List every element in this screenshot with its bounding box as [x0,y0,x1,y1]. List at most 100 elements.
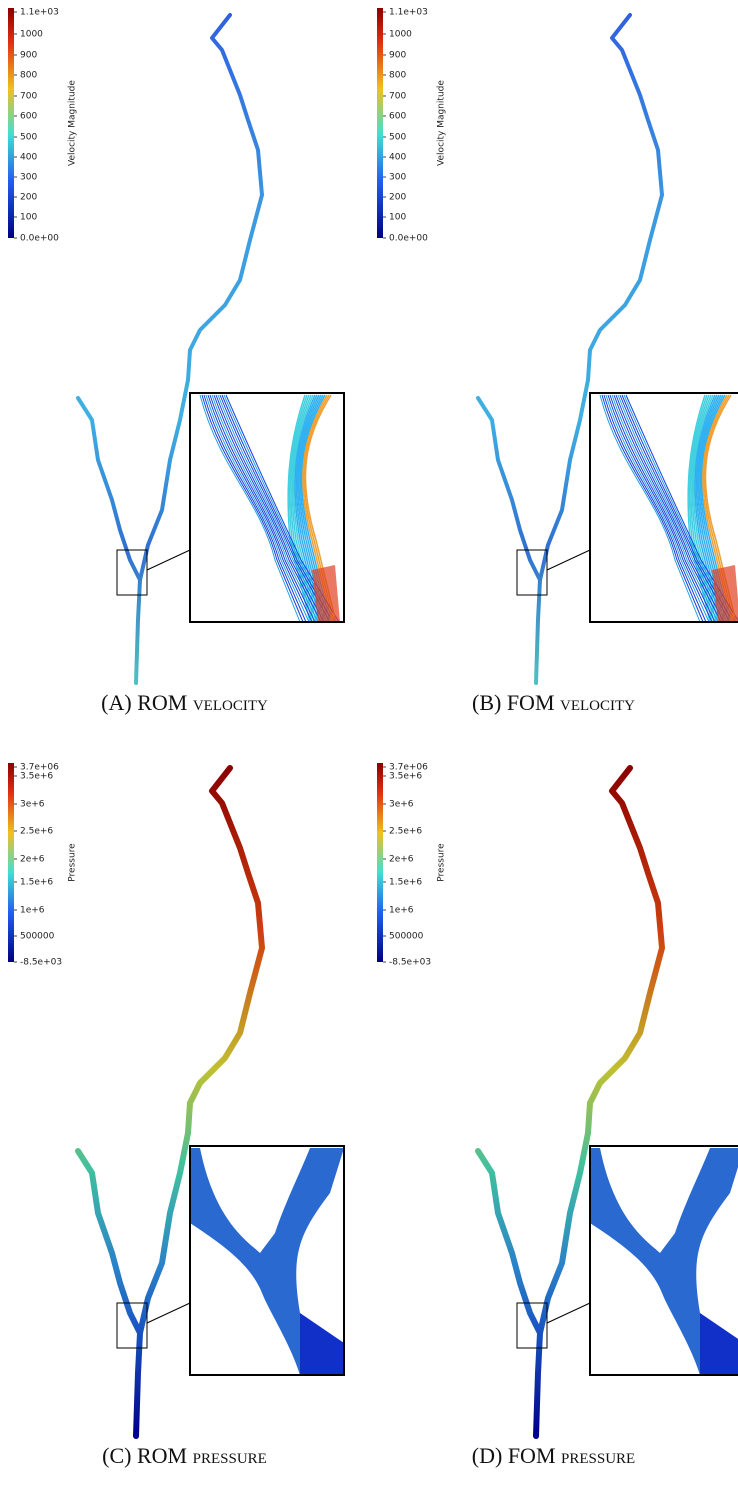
caption: (C) ROM pressure [102,1443,267,1468]
colorbar-tick-label: 500 [20,133,37,143]
inset-streamline [617,394,728,623]
colorbar-tick-label: 600 [389,112,406,122]
inset-streamline [621,394,734,623]
inset-streamline [698,394,727,623]
inset-streamline [298,394,327,623]
caption: (D) FOM pressure [471,1443,636,1468]
vessel-segment [533,765,665,1439]
colorbar-tick-label: -8.5e+03 [389,958,431,968]
colorbar-tick-label: 700 [20,92,37,102]
zoom-connector [546,549,591,571]
inset-streamline [691,394,717,623]
inset [589,1145,738,1376]
inset-streamline [299,394,329,623]
colorbar-title: Pressure [68,843,78,882]
colorbar-tick-label: 500000 [20,932,55,942]
caption: (A) ROM velocity [101,690,268,715]
colorbar-tick-label: 3.7e+06 [20,763,59,773]
inset-streamline [688,394,713,623]
vessel-segment [76,396,142,582]
colorbar-tick-label: 1000 [20,30,43,40]
vessel [476,13,738,685]
inset-streamline [205,394,310,623]
inset-streamline [221,394,334,623]
colorbar-tick-label: 400 [389,153,406,163]
colorbar [377,763,383,962]
inset-streamline [203,394,307,623]
inset-streamline [687,394,711,623]
zoom-box [516,549,548,596]
inset [189,392,345,623]
inset-hotspot [712,565,738,622]
inset-streamline [609,394,716,623]
colorbar-tick-label: 3e+6 [20,800,45,810]
inset-streamline [611,394,719,623]
inset-streamline [304,394,337,623]
inset-streamline [199,394,301,623]
inset-streamline [288,394,313,623]
colorbar-tick-label: 1.1e+03 [20,8,59,18]
panel: 3.7e+06 3.5e+6 3e+6 2.5e+6 2e+6 1.5e+6 1e+6 500… [369,753,738,1453]
inset-streamline [703,394,735,623]
inset-streamline [607,394,713,623]
inset-streamline [690,394,715,623]
inset-streamline [692,394,719,623]
vessel-segment [134,13,264,685]
colorbar-tick-label: -8.5e+03 [20,958,62,968]
colorbar-tick-label: 0.0e+00 [20,234,59,244]
inset-frame [189,1145,345,1376]
colorbar-tick-label: 500000 [389,932,424,942]
colorbar-tick-label: 800 [20,71,37,81]
zoom-box [516,1302,548,1349]
panel: 3.7e+06 3.5e+6 3e+6 2.5e+6 2e+6 1.5e+6 1e+6 500… [0,753,369,1453]
inset-streamline [300,394,331,623]
colorbar-title: Velocity Magnitude [437,80,447,166]
colorbar-tick-label: 900 [389,51,406,61]
panel: 1.1e+03 1000 900 800 700 600 500 400 300 200 100 0.… [369,0,738,700]
inset-streamline [699,394,729,623]
colorbar-tick-label: 900 [20,51,37,61]
zoom-connector [146,549,191,571]
inset-streamline [215,394,325,623]
inset-streamline [209,394,316,623]
inset-streamline [287,394,311,623]
inset-streamline [613,394,722,623]
inset-streamline [211,394,319,623]
inset-streamline [225,394,340,623]
inset-streamline [302,394,333,623]
colorbar-title: Velocity Magnitude [68,80,78,166]
inset-streamline [223,394,337,623]
inset-streamline [603,394,707,623]
panel: 1.1e+03 1000 900 800 700 600 500 400 300 200 100 0.… [0,0,369,700]
colorbar-title: Pressure [437,843,447,882]
zoom-box [116,1302,148,1349]
colorbar [8,763,14,962]
inset-streamline [291,394,317,623]
colorbar [377,8,383,238]
colorbar-tick-label: 200 [20,193,37,203]
panel-image: 1.1e+03 1000 900 800 700 600 500 400 300 200 100 0.… [8,8,345,685]
zoom-connector [146,1302,191,1324]
colorbar-tick-label: 2.5e+6 [389,827,422,837]
vessel-segment [133,765,265,1439]
vessel [76,13,345,685]
inset-streamline [623,394,737,623]
colorbar-tick-label: 2e+6 [389,855,414,865]
colorbar-tick-label: 300 [20,173,37,183]
colorbar-tick-label: 1.5e+6 [389,878,422,888]
inset-streamline [295,394,323,623]
zoom-connector [546,1302,591,1324]
colorbar-tick-label: 400 [20,153,37,163]
inset-streamline [599,394,701,623]
colorbar-tick-label: 500 [389,133,406,143]
vessel-segment [534,13,664,685]
vessel-segment [476,396,542,582]
colorbar-tick-label: 200 [389,193,406,203]
inset-streamline [615,394,725,623]
vessel [75,765,345,1439]
inset-streamline [696,394,725,623]
inset-streamline [704,394,737,623]
inset-streamline [296,394,325,623]
colorbar-tick-label: 1.5e+6 [20,878,53,888]
